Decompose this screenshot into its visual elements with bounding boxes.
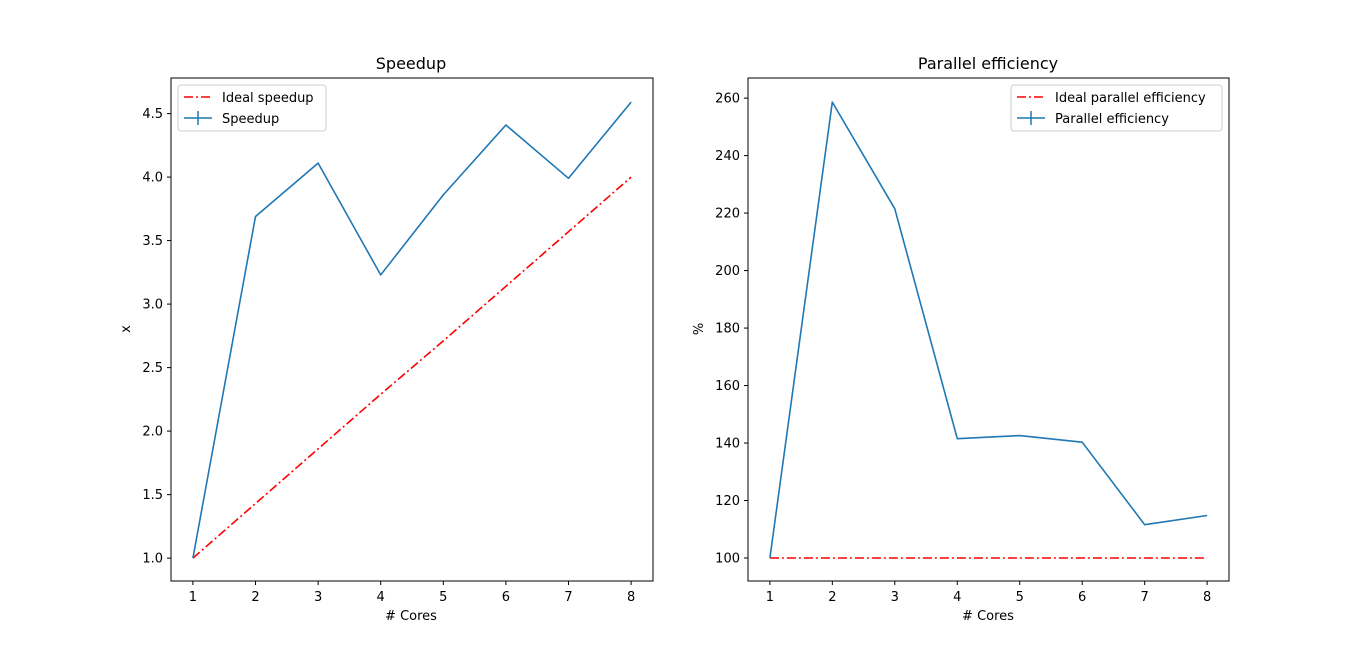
- speedup-x-tick-label: 4: [377, 590, 385, 605]
- parallel-efficiency-y-axis-label: %: [692, 323, 707, 335]
- parallel-efficiency-y-tick-label: 180: [715, 322, 740, 337]
- speedup-y-tick-label: 3.0: [142, 298, 163, 313]
- parallel-efficiency-legend-box: [1010, 84, 1223, 132]
- parallel-efficiency-x-axis-label: # Cores: [962, 609, 1014, 624]
- speedup-y-tick-label: 1.5: [142, 488, 163, 503]
- speedup-plot-frame: [170, 77, 654, 582]
- parallel-efficiency-chart-title: Parallel efficiency: [918, 54, 1058, 73]
- parallel-efficiency-x-tick-label: 6: [1078, 590, 1086, 605]
- parallel-efficiency-chart: Parallel efficiency 1 2 3 4 5 6 7 8 100 120 140 160…: [692, 54, 1230, 624]
- speedup-chart-title: Speedup: [376, 54, 446, 73]
- parallel-efficiency-x-tick-label: 2: [828, 590, 836, 605]
- speedup-x-tick-label: 8: [627, 590, 635, 605]
- speedup-y-tick-label: 1.0: [142, 552, 163, 567]
- speedup-y-axis-label: x: [119, 325, 134, 333]
- speedup-y-tick-label: 4.5: [142, 107, 163, 122]
- speedup-x-tick-label: 5: [439, 590, 447, 605]
- series-line-parallel-efficiency: [769, 101, 1208, 559]
- parallel-efficiency-y-tick-label: 160: [715, 379, 740, 394]
- speedup-legend: Ideal speedup Speedup: [177, 84, 327, 132]
- speedup-plot-area: [171, 78, 653, 581]
- speedup-x-tick-label: 3: [314, 590, 322, 605]
- parallel-efficiency-plot-frame: [747, 77, 1230, 582]
- parallel-efficiency-y-tick-label: 120: [715, 494, 740, 509]
- parallel-efficiency-x-tick-label: 8: [1203, 590, 1211, 605]
- parallel-efficiency-x-tick-label: 1: [766, 590, 774, 605]
- parallel-efficiency-y-tick-label: 260: [715, 92, 740, 107]
- speedup-y-tick-label: 2.5: [142, 361, 163, 376]
- legend-label-parallel-efficiency: Parallel efficiency: [1055, 112, 1169, 127]
- parallel-efficiency-x-tick-label: 5: [1016, 590, 1024, 605]
- speedup-y-tick-label: 4.0: [142, 171, 163, 186]
- speedup-x-axis-label: # Cores: [385, 609, 437, 624]
- speedup-x-tick-label: 1: [189, 590, 197, 605]
- speedup-y-tick-label: 3.5: [142, 234, 163, 249]
- speedup-x-tick-label: 6: [502, 590, 510, 605]
- series-line-ideal-speedup: [192, 176, 632, 559]
- parallel-efficiency-y-tick-label: 200: [715, 264, 740, 279]
- legend-label-speedup: Speedup: [222, 112, 279, 127]
- legend-label-ideal-speedup: Ideal speedup: [222, 91, 314, 106]
- parallel-efficiency-y-tick-label: 140: [715, 437, 740, 452]
- parallel-efficiency-legend: Ideal parallel efficiency Parallel effic…: [1010, 84, 1223, 132]
- legend-label-ideal-parallel-efficiency: Ideal parallel efficiency: [1055, 91, 1206, 106]
- parallel-efficiency-y-tick-label: 240: [715, 149, 740, 164]
- parallel-efficiency-x-tick-label: 4: [953, 590, 961, 605]
- speedup-y-tick-label: 2.0: [142, 425, 163, 440]
- series-line-speedup: [192, 101, 632, 559]
- parallel-efficiency-y-tick-label: 220: [715, 207, 740, 222]
- parallel-efficiency-x-tick-label: 3: [891, 590, 899, 605]
- speedup-x-tick-label: 7: [564, 590, 572, 605]
- speedup-x-tick-label: 2: [251, 590, 259, 605]
- parallel-efficiency-x-tick-label: 7: [1141, 590, 1149, 605]
- parallel-efficiency-plot-area: [748, 78, 1229, 581]
- speedup-legend-box: [177, 84, 327, 132]
- parallel-efficiency-y-tick-label: 100: [715, 552, 740, 567]
- speedup-chart: Speedup 1 2 3 4 5 6 7 8 1.0 1.5 2.0 2.5 3.0 3.5 4.0 4.5…: [119, 54, 654, 624]
